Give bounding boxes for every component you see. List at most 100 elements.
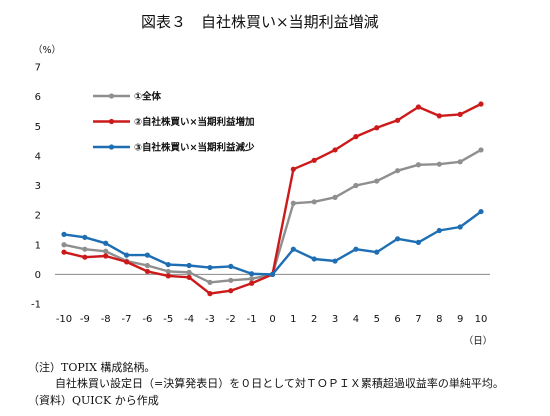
series-1-point — [103, 248, 109, 254]
series-3-point — [186, 262, 192, 269]
x-tick-label: 7 — [415, 314, 421, 325]
x-tick-label: -10 — [56, 314, 72, 325]
x-tick-label: -9 — [80, 314, 90, 325]
x-tick-label: 4 — [353, 314, 359, 325]
series-2-point — [82, 254, 88, 260]
y-tick-label: 2 — [35, 211, 41, 222]
legend-label: ③自社株買い×当期利益減少 — [134, 142, 255, 154]
series-1-point — [228, 277, 234, 283]
x-tick-label: 3 — [332, 314, 338, 325]
note-label: （注）TOPIX 構成銘柄。 — [28, 361, 156, 374]
source-note: （資料）QUICK から作成 — [28, 394, 159, 407]
legend-label: ①全体 — [134, 91, 162, 103]
series-3-point — [457, 224, 463, 230]
x-tick-label: -7 — [122, 314, 132, 325]
series-3-point — [353, 246, 359, 252]
x-tick-label: 5 — [374, 314, 380, 325]
legend-item-1: ①全体 — [93, 91, 162, 103]
y-tick-label: 1 — [35, 240, 41, 251]
series-1-point — [61, 242, 67, 248]
series-2-point — [457, 111, 463, 117]
series-3-point — [103, 240, 109, 246]
x-tick-label: 10 — [475, 314, 488, 325]
chart-title: 図表３ 自社株買い×当期利益増減 — [141, 13, 379, 31]
x-tick-label: -1 — [247, 314, 257, 325]
series-3-point — [61, 231, 67, 237]
series-3-point — [311, 256, 317, 262]
series-2-point — [123, 259, 130, 265]
series-2-point — [144, 268, 150, 275]
series-2-point — [186, 274, 192, 280]
y-tick-label: 6 — [35, 92, 41, 103]
series-3-point — [165, 261, 171, 268]
series-3-point — [478, 208, 484, 215]
series-1-point — [165, 268, 171, 275]
series-3-point — [269, 271, 276, 277]
series-1-point — [436, 161, 442, 167]
x-tick-label: -4 — [184, 314, 194, 325]
x-tick-label: -5 — [163, 314, 173, 325]
series-3-point — [395, 236, 401, 242]
series-3-point — [290, 246, 296, 252]
series-3-point — [123, 252, 130, 258]
x-tick-label: 1 — [290, 314, 296, 325]
series-3 — [61, 208, 484, 277]
series-1-point — [144, 262, 150, 269]
series-2-point — [290, 166, 296, 172]
x-tick-label: -6 — [142, 314, 152, 325]
x-axis-unit-label: （日） — [464, 335, 493, 347]
y-tick-label: 3 — [35, 181, 41, 192]
legend-swatch-marker — [108, 93, 115, 99]
legend-item-2: ②自社株買い×当期利益増加 — [93, 116, 255, 128]
series-2-point — [165, 273, 171, 279]
series-2-point — [228, 288, 234, 294]
series-2-point — [436, 113, 442, 119]
x-tick-label: -3 — [205, 314, 215, 325]
series-3-point — [249, 271, 255, 277]
series-3-point — [228, 263, 234, 269]
series-3-point — [82, 234, 88, 240]
series-1-point — [457, 159, 463, 165]
series-2-point — [332, 147, 338, 153]
series-3-point — [332, 258, 338, 264]
series-1-point — [374, 178, 380, 184]
series-2 — [61, 101, 484, 297]
series-1 — [61, 147, 484, 285]
x-tick-label: 9 — [457, 314, 463, 325]
series-2-point — [478, 101, 484, 107]
y-tick-label: 7 — [35, 63, 41, 74]
series-2-point — [395, 117, 401, 123]
series-1-point — [395, 168, 401, 174]
series-3-point — [144, 252, 150, 258]
series-2-point — [61, 249, 67, 255]
series-3-point — [207, 264, 213, 271]
chart-series — [61, 101, 484, 297]
series-1-point — [415, 162, 422, 168]
series-2-line — [63, 102, 482, 295]
series-1-point — [478, 147, 484, 153]
chart-legend: ①全体 ②自社株買い×当期利益増加 ③自社株買い×当期利益減少 — [93, 91, 255, 154]
series-3-point — [436, 227, 442, 234]
y-tick-label: -1 — [31, 300, 41, 311]
legend-swatch-marker — [108, 144, 115, 150]
series-3-point — [374, 249, 380, 255]
series-1-point — [311, 199, 317, 205]
series-2-point — [103, 253, 109, 259]
note-detail: 自社株買い設定日（=決算発表日）を０日として対ＴＯＰＩＸ累積超過収益率の単純平均… — [55, 377, 504, 390]
series-2-point — [374, 125, 380, 131]
y-tick-label: 5 — [35, 122, 41, 133]
series-1-point — [207, 279, 213, 285]
x-tick-label: 6 — [394, 314, 400, 325]
series-1-point — [290, 200, 296, 206]
y-tick-label: 0 — [35, 270, 41, 281]
x-tick-label: -2 — [226, 314, 236, 325]
series-3-point — [415, 239, 422, 245]
series-2-point — [311, 157, 317, 163]
series-2-point — [415, 104, 422, 110]
y-tick-label: 4 — [35, 151, 41, 162]
series-2-point — [249, 280, 255, 286]
series-1-point — [82, 246, 88, 252]
y-axis-unit-label: （%） — [33, 44, 61, 56]
